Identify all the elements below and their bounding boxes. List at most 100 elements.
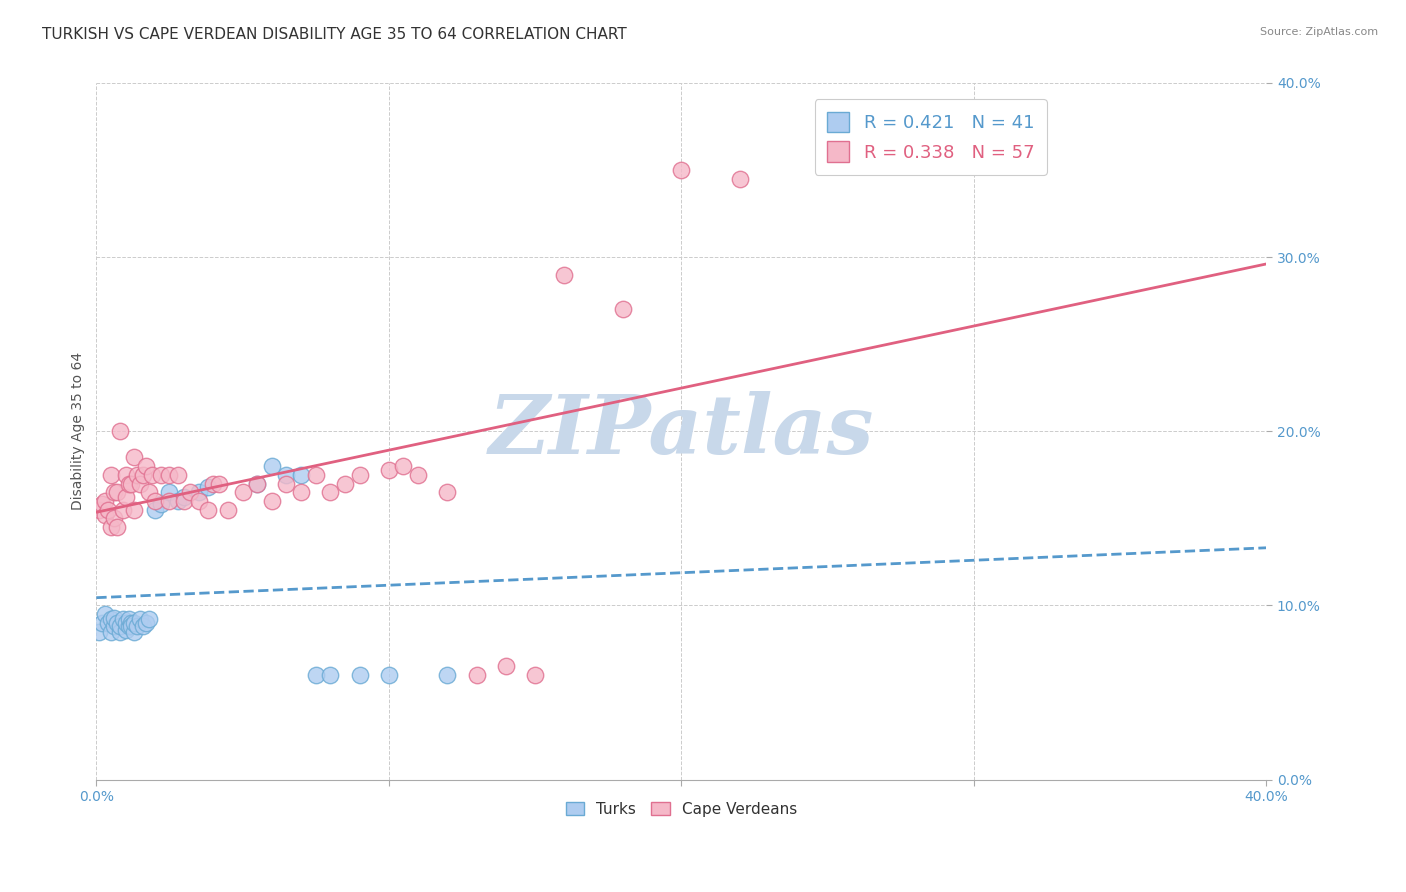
Point <box>138 612 160 626</box>
Point <box>103 619 125 633</box>
Point <box>465 668 488 682</box>
Point <box>392 459 415 474</box>
Point <box>187 485 209 500</box>
Point <box>436 485 458 500</box>
Point <box>159 494 181 508</box>
Point <box>124 615 146 630</box>
Point <box>149 467 172 482</box>
Point <box>167 467 190 482</box>
Point <box>111 612 134 626</box>
Point <box>208 476 231 491</box>
Point <box>135 615 157 630</box>
Point <box>132 467 155 482</box>
Point <box>232 485 254 500</box>
Point <box>290 467 312 482</box>
Point <box>197 480 219 494</box>
Point <box>378 668 401 682</box>
Point <box>671 163 693 178</box>
Point <box>117 619 139 633</box>
Point <box>100 467 122 482</box>
Point <box>103 610 125 624</box>
Point <box>319 668 342 682</box>
Point <box>124 502 146 516</box>
Point <box>103 485 125 500</box>
Point <box>290 485 312 500</box>
Point <box>120 619 142 633</box>
Point <box>276 467 298 482</box>
Point <box>159 485 181 500</box>
Point <box>100 624 122 639</box>
Point <box>187 494 209 508</box>
Point <box>260 494 283 508</box>
Point <box>173 491 195 505</box>
Point <box>105 615 128 630</box>
Point <box>91 497 114 511</box>
Point <box>124 450 146 465</box>
Point <box>89 624 111 639</box>
Point <box>120 615 142 630</box>
Point <box>135 459 157 474</box>
Point <box>108 624 131 639</box>
Point <box>495 659 517 673</box>
Point <box>179 485 201 500</box>
Point <box>114 623 136 637</box>
Point <box>349 467 371 482</box>
Legend: Turks, Cape Verdeans: Turks, Cape Verdeans <box>558 794 804 824</box>
Point <box>276 476 298 491</box>
Point <box>260 459 283 474</box>
Point <box>132 619 155 633</box>
Point <box>246 476 269 491</box>
Point <box>406 467 429 482</box>
Point <box>217 502 239 516</box>
Point <box>129 476 152 491</box>
Point <box>149 497 172 511</box>
Point <box>436 668 458 682</box>
Point <box>553 268 575 282</box>
Point <box>105 485 128 500</box>
Point <box>524 668 547 682</box>
Point <box>111 502 134 516</box>
Point <box>129 612 152 626</box>
Point <box>114 491 136 505</box>
Point <box>120 476 142 491</box>
Point <box>117 476 139 491</box>
Point <box>333 476 356 491</box>
Point <box>94 494 117 508</box>
Point <box>319 485 342 500</box>
Y-axis label: Disability Age 35 to 64: Disability Age 35 to 64 <box>72 352 86 510</box>
Point <box>305 668 328 682</box>
Point <box>143 502 166 516</box>
Point <box>305 467 328 482</box>
Point <box>91 615 114 630</box>
Point <box>114 615 136 630</box>
Point <box>378 462 401 476</box>
Point <box>127 619 149 633</box>
Point <box>97 615 120 630</box>
Point <box>138 485 160 500</box>
Point <box>167 494 190 508</box>
Point <box>97 502 120 516</box>
Point <box>349 668 371 682</box>
Point <box>141 467 163 482</box>
Point <box>105 520 128 534</box>
Point <box>612 302 634 317</box>
Text: ZIPatlas: ZIPatlas <box>489 392 875 471</box>
Point <box>100 520 122 534</box>
Point <box>117 612 139 626</box>
Point <box>143 494 166 508</box>
Point <box>246 476 269 491</box>
Point <box>94 607 117 622</box>
Point <box>127 467 149 482</box>
Point <box>103 511 125 525</box>
Point <box>173 494 195 508</box>
Text: TURKISH VS CAPE VERDEAN DISABILITY AGE 35 TO 64 CORRELATION CHART: TURKISH VS CAPE VERDEAN DISABILITY AGE 3… <box>42 27 627 42</box>
Point <box>202 476 225 491</box>
Point <box>108 619 131 633</box>
Point <box>108 424 131 438</box>
Point <box>197 502 219 516</box>
Point <box>159 467 181 482</box>
Point <box>94 508 117 522</box>
Point <box>728 171 751 186</box>
Point <box>89 502 111 516</box>
Text: Source: ZipAtlas.com: Source: ZipAtlas.com <box>1260 27 1378 37</box>
